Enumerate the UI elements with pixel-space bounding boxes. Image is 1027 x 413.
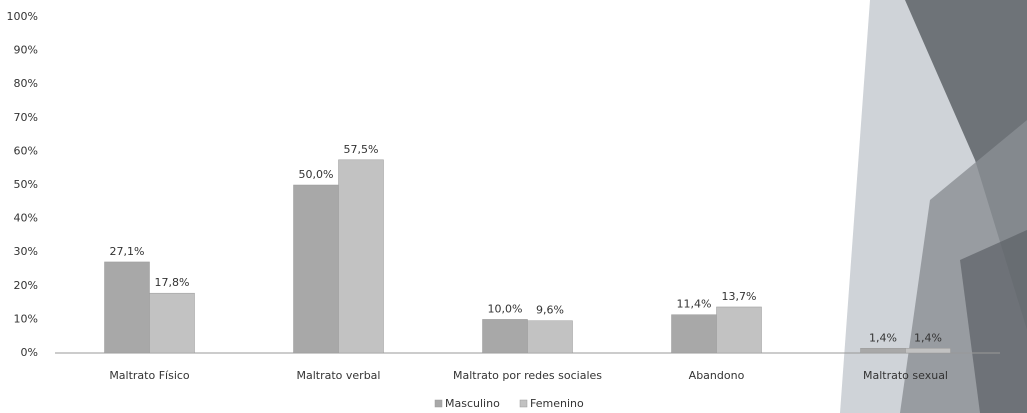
y-tick-label: 90%	[14, 44, 38, 57]
y-tick-label: 100%	[7, 10, 38, 23]
y-tick-label: 10%	[14, 312, 38, 325]
y-tick-label: 80%	[14, 77, 38, 90]
legend-swatch	[434, 399, 443, 408]
y-tick-label: 30%	[14, 245, 38, 258]
value-label: 11,4%	[677, 298, 712, 311]
y-tick-label: 50%	[14, 178, 38, 191]
bar	[338, 159, 384, 354]
x-tick-label: Abandono	[689, 369, 745, 382]
decoration	[840, 0, 1027, 413]
x-tick-label: Maltrato Físico	[109, 369, 190, 382]
bar	[482, 319, 528, 354]
bar	[293, 184, 339, 354]
decor-shape	[960, 230, 1027, 413]
bar	[104, 261, 150, 354]
value-label: 27,1%	[110, 245, 145, 258]
x-tick-label: Maltrato verbal	[297, 369, 381, 382]
decor-shape	[905, 0, 1027, 330]
y-tick-label: 40%	[14, 212, 38, 225]
legend-label: Masculino	[445, 397, 500, 410]
bar	[149, 292, 195, 354]
y-tick-label: 70%	[14, 111, 38, 124]
bar	[905, 348, 951, 354]
value-label: 57,5%	[344, 143, 379, 156]
legend-swatch	[519, 399, 528, 408]
x-tick-label: Maltrato por redes sociales	[453, 369, 602, 382]
bar	[527, 320, 573, 354]
value-label: 9,6%	[536, 304, 564, 317]
value-label: 10,0%	[488, 302, 523, 315]
value-label: 17,8%	[155, 276, 190, 289]
value-label: 1,4%	[869, 331, 897, 344]
y-tick-label: 0%	[21, 346, 38, 359]
y-tick-label: 60%	[14, 144, 38, 157]
y-tick-label: 20%	[14, 279, 38, 292]
x-tick-label: Maltrato sexual	[863, 369, 948, 382]
bar	[860, 348, 906, 354]
value-label: 50,0%	[299, 168, 334, 181]
bar	[716, 306, 762, 354]
value-label: 1,4%	[914, 331, 942, 344]
legend-label: Femenino	[530, 397, 584, 410]
bar	[671, 314, 717, 354]
value-label: 13,7%	[722, 290, 757, 303]
